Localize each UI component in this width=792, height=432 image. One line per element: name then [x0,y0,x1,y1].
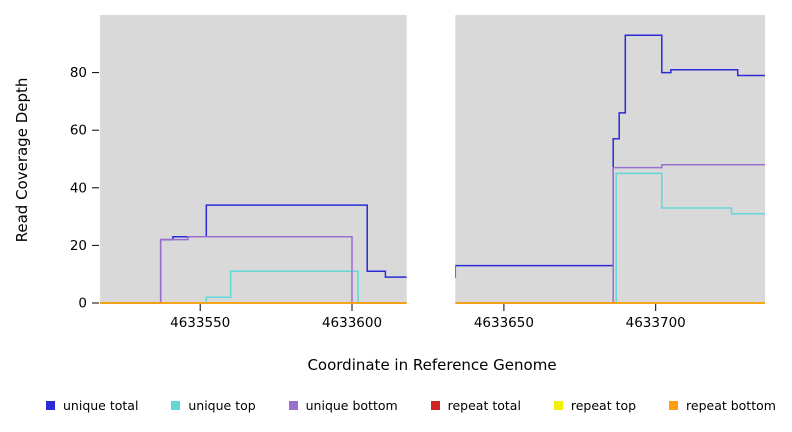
y-tick-label: 40 [70,180,87,196]
legend-swatch [430,400,440,410]
legend: unique total unique top unique bottom repea… [0,390,792,426]
y-tick-label: 0 [78,296,87,312]
y-tick-label: 20 [70,238,87,254]
legend-swatch [171,400,181,410]
x-tick-label: 4633550 [170,315,230,331]
coverage-gap-region [406,13,456,305]
legend-swatch [46,400,55,410]
series-line-unique-bottom [100,164,765,304]
legend-swatch [669,400,679,410]
y-tick-label: 60 [70,123,87,139]
legend-label: unique bottom [305,397,398,413]
legend-swatch [288,400,298,410]
coverage-chart: 4633550 4633600 4633650 4633700 0 20 40 60 80 R… [13,13,765,374]
legend-label: unique top [188,397,256,413]
legend-item-unique-total: unique total [46,398,138,413]
y-axis: 0 20 40 60 80 [70,65,99,312]
legend-swatch [553,400,563,410]
legend-item-repeat-total: repeat total [430,397,521,413]
x-tick-label: 4633700 [626,315,686,331]
legend-label: unique total [63,397,139,413]
y-axis-label: Read Coverage Depth [13,78,31,243]
x-tick-label: 4633650 [474,315,534,331]
legend-label: repeat top [570,397,637,413]
legend-item-repeat-top: repeat top [553,397,637,413]
legend-item-unique-top: unique top [171,397,256,413]
x-axis: 4633550 4633600 4633650 4633700 [170,304,686,331]
legend-label: repeat total [447,397,521,413]
series-line-unique-total [100,34,765,304]
x-axis-label: Coordinate in Reference Genome [307,356,556,374]
legend-label: repeat bottom [686,397,776,413]
legend-item-repeat-bottom: repeat bottom [669,398,776,413]
legend-item-unique-bottom: unique bottom [288,397,398,413]
y-tick-label: 80 [70,65,87,81]
x-tick-label: 4633600 [322,315,382,331]
